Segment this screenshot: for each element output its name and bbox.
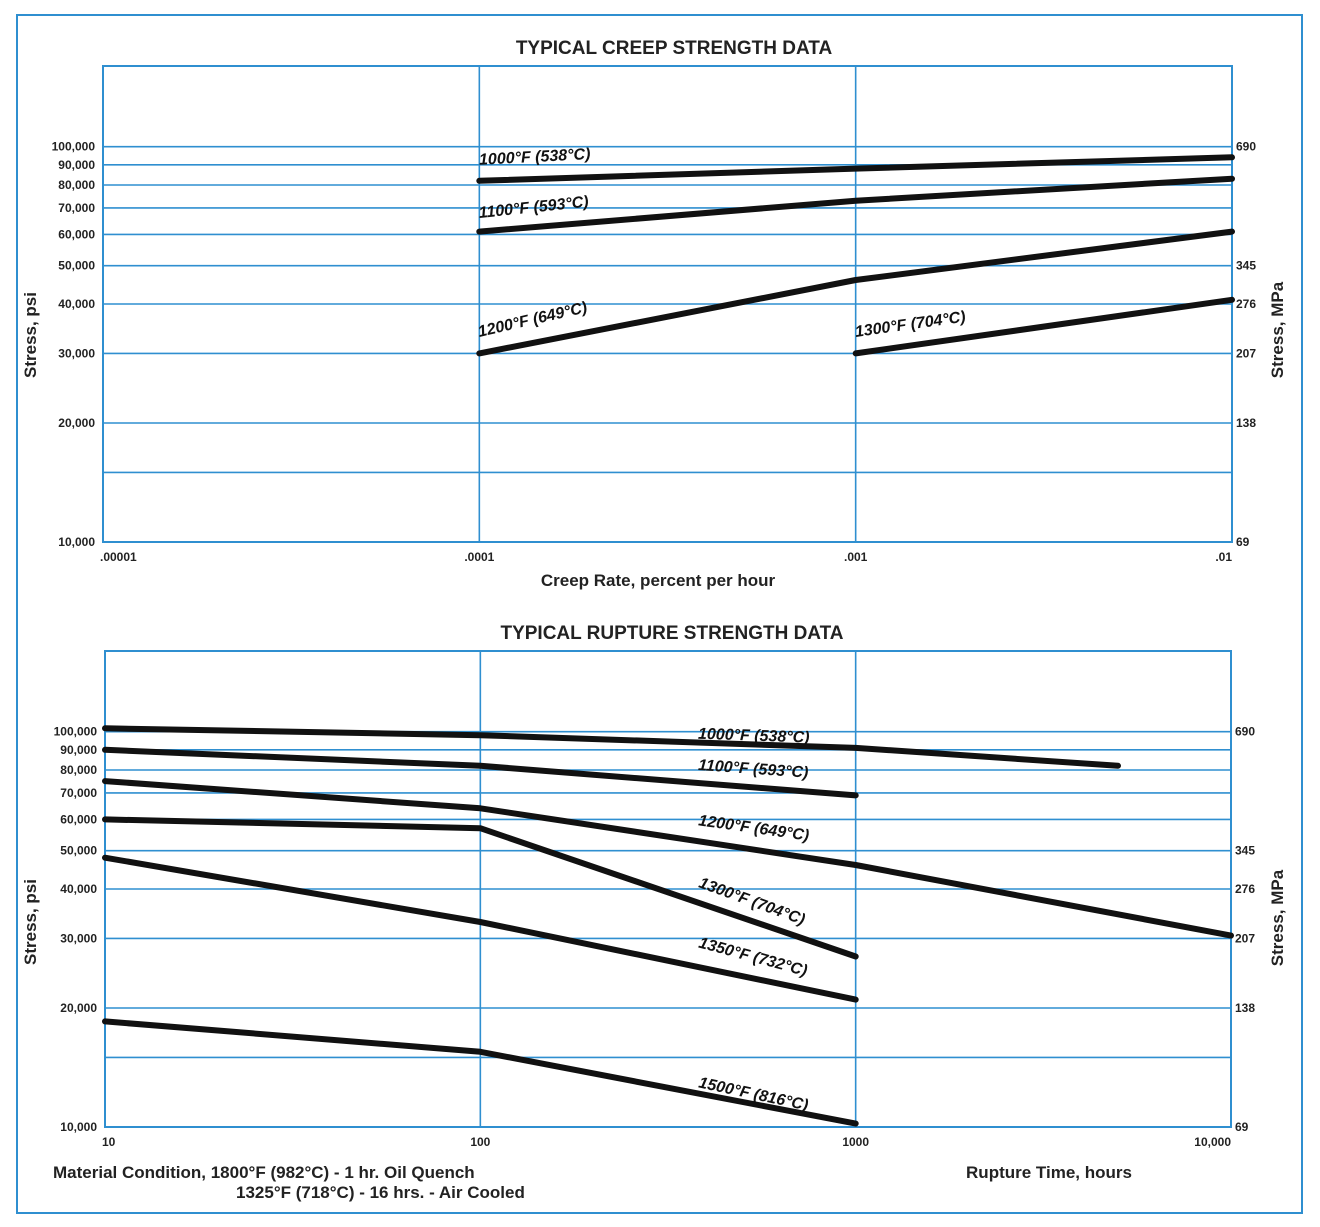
rupture-y-axis-label: Stress, psi (21, 879, 40, 965)
creep-y2-tick-label: 207 (1236, 346, 1256, 360)
creep-y-tick-label: 70,000 (58, 201, 95, 215)
creep-y-tick-label: 20,000 (58, 416, 95, 430)
creep-y-tick-label: 90,000 (58, 158, 95, 172)
rupture-y-tick-label: 10,000 (60, 1120, 97, 1134)
rupture-series-label: 1200°F (649°C) (697, 812, 810, 844)
rupture-series-line (102, 816, 859, 960)
creep-series-label: 1300°F (704°C) (854, 309, 967, 341)
creep-y-tick-label: 40,000 (58, 297, 95, 311)
creep-series-line (852, 296, 1235, 357)
creep-series-label: 1100°F (593°C) (478, 194, 590, 222)
rupture-series-label: 1000°F (538°C) (698, 726, 810, 747)
rupture-y2-tick-label: 690 (1235, 725, 1255, 739)
rupture-y-tick-label: 90,000 (60, 743, 97, 757)
creep-x-tick-label: .01 (1215, 550, 1232, 564)
rupture-x-tick-label: 1000 (842, 1135, 869, 1149)
creep-y-tick-label: 80,000 (58, 178, 95, 192)
creep-y2-axis-label: Stress, MPa (1268, 281, 1287, 378)
creep-y2-tick-label: 276 (1236, 297, 1256, 311)
rupture-series-line (102, 725, 1121, 769)
rupture-series-label: 1100°F (593°C) (698, 757, 809, 782)
rupture-chart-title: TYPICAL RUPTURE STRENGTH DATA (500, 623, 843, 644)
material-condition-note-line1: Material Condition, 1800°F (982°C) - 1 h… (53, 1163, 475, 1182)
rupture-x-tick-label: 10 (102, 1135, 116, 1149)
creep-y2-tick-label: 345 (1236, 259, 1256, 273)
rupture-y2-tick-label: 345 (1235, 844, 1255, 858)
rupture-y-tick-label: 20,000 (60, 1001, 97, 1015)
rupture-y-tick-label: 50,000 (60, 844, 97, 858)
creep-y2-tick-label: 690 (1236, 140, 1256, 154)
material-condition-note-line2: 1325°F (718°C) - 16 hrs. - Air Cooled (236, 1183, 525, 1202)
rupture-x-tick-label: 10,000 (1194, 1135, 1231, 1149)
creep-y2-tick-label: 138 (1236, 416, 1256, 430)
rupture-y2-tick-label: 138 (1235, 1001, 1255, 1015)
creep-y-axis-label: Stress, psi (21, 292, 40, 378)
outer-frame (16, 14, 1303, 1214)
rupture-y2-axis-label: Stress, MPa (1268, 869, 1287, 966)
creep-x-axis-label: Creep Rate, percent per hour (541, 571, 776, 590)
rupture-y2-tick-label: 276 (1235, 882, 1255, 896)
rupture-y-tick-label: 70,000 (60, 786, 97, 800)
creep-y-tick-label: 100,000 (52, 140, 96, 154)
creep-series-label: 1000°F (538°C) (479, 146, 591, 169)
rupture-y-tick-label: 80,000 (60, 763, 97, 777)
rupture-x-tick-label: 100 (470, 1135, 490, 1149)
creep-chart-title: TYPICAL CREEP STRENGTH DATA (516, 38, 833, 59)
creep-chart: TYPICAL CREEP STRENGTH DATA Creep Rate, … (21, 38, 1287, 590)
creep-y-tick-label: 60,000 (58, 227, 95, 241)
creep-x-tick-label: .001 (844, 550, 868, 564)
rupture-y-tick-label: 100,000 (54, 725, 98, 739)
rupture-y-tick-label: 40,000 (60, 882, 97, 896)
rupture-y2-tick-label: 207 (1235, 931, 1255, 945)
rupture-series-label: 1500°F (816°C) (697, 1075, 810, 1115)
rupture-y2-tick-label: 69 (1235, 1120, 1249, 1134)
rupture-y-tick-label: 60,000 (60, 812, 97, 826)
creep-y-tick-label: 50,000 (58, 259, 95, 273)
rupture-series-line (102, 778, 1234, 939)
rupture-chart: TYPICAL RUPTURE STRENGTH DATA Rupture Ti… (21, 623, 1287, 1182)
rupture-series-line (102, 1018, 859, 1127)
creep-series-line (476, 175, 1235, 235)
creep-x-tick-label: .0001 (464, 550, 494, 564)
creep-series-line (476, 154, 1235, 184)
rupture-x-axis-label: Rupture Time, hours (966, 1163, 1132, 1182)
creep-y-tick-label: 10,000 (58, 535, 95, 549)
creep-y2-tick-label: 69 (1236, 535, 1250, 549)
creep-x-tick-label: .00001 (100, 550, 137, 564)
rupture-y-tick-label: 30,000 (60, 931, 97, 945)
creep-series-line (476, 228, 1235, 357)
rupture-series-line (102, 854, 859, 1003)
rupture-series-line (102, 746, 859, 799)
creep-y-tick-label: 30,000 (58, 346, 95, 360)
